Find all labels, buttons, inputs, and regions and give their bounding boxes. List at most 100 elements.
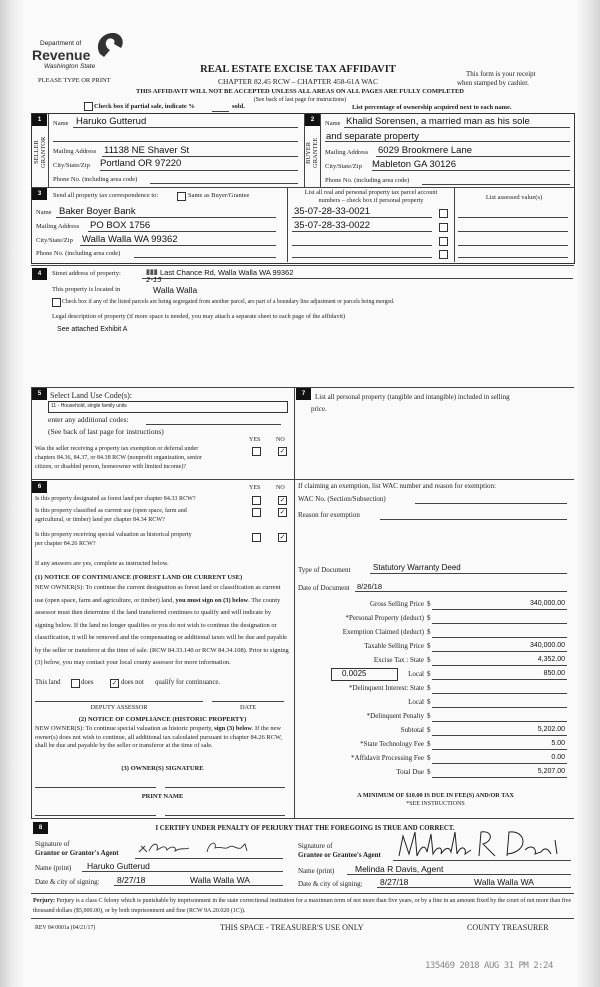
- amount-label-delinquent-interest-state-6: *Delinquent Interest: State: [348, 684, 424, 692]
- assessed-value-field[interactable]: [458, 257, 568, 258]
- grantor-city-field[interactable]: Walla Walla WA: [190, 875, 250, 885]
- grantee-signature-field[interactable]: [395, 826, 567, 862]
- amount-label-personal-property-deduct-1: *Personal Property (deduct): [345, 614, 424, 622]
- doc-type-label: Type of Document: [298, 566, 351, 574]
- amount-field-subtotal-9[interactable]: 5,202.00: [537, 726, 565, 733]
- grantor-signature-field[interactable]: [137, 838, 267, 858]
- exemption-no-checkbox[interactable]: [278, 447, 287, 456]
- exemption-question-l3: citizen, or disabled person, homeowner w…: [35, 464, 187, 470]
- forest-yes-checkbox[interactable]: [252, 496, 261, 505]
- grantee-city-field[interactable]: Walla Walla WA: [474, 877, 534, 887]
- street-field[interactable]: Last Chance Rd, Walla Walla WA 99362: [160, 268, 294, 277]
- amount-field-state-technology-fee-10[interactable]: 5.00: [551, 740, 565, 747]
- parcel-number[interactable]: 35-07-28-33-0022: [294, 220, 371, 231]
- partial-percent-field[interactable]: [212, 111, 229, 112]
- historic-yes-checkbox[interactable]: [252, 533, 261, 542]
- partial-sale-checkbox[interactable]: [84, 102, 93, 111]
- amount-field-local-5[interactable]: 850.00: [543, 670, 565, 677]
- buyer-phone-field[interactable]: [422, 184, 570, 185]
- current-use-no-checkbox[interactable]: [278, 508, 287, 517]
- located-annotation: 2-15: [146, 276, 162, 284]
- does-checkbox[interactable]: [71, 679, 80, 688]
- doc-date-label: Date of Document: [298, 584, 350, 592]
- buyer-name-field[interactable]: Khalid Sorensen, a married man as his so…: [346, 116, 530, 127]
- owner-signature-label: (3) OWNER(S) SIGNATURE: [121, 765, 204, 772]
- land-use-label: Select Land Use Code(s):: [50, 391, 132, 400]
- same-as-buyer-checkbox[interactable]: [177, 192, 186, 201]
- buyer-name-field-line2[interactable]: and separate property: [326, 131, 419, 142]
- assessor-date-field[interactable]: [212, 701, 284, 702]
- personal-property-checkbox[interactable]: [439, 237, 448, 246]
- land-use-select[interactable]: 11 - Household, single family units: [48, 401, 288, 413]
- section-5-badge: 5: [32, 388, 47, 400]
- owner-signature-field[interactable]: [35, 787, 156, 788]
- corr-name-field[interactable]: Baker Boyer Bank: [59, 206, 136, 217]
- personal-property-checkbox[interactable]: [439, 250, 448, 259]
- chapter: CHAPTER 82.45 RCW – CHAPTER 458-61A WAC: [218, 77, 378, 86]
- currency-sign: $: [427, 754, 431, 762]
- yes-header: YES: [249, 437, 261, 443]
- amount-field-taxable-selling-price-3[interactable]: 340,000.00: [529, 642, 565, 649]
- additional-codes-field[interactable]: [146, 424, 281, 425]
- amount-field-affidavit-processing-fee-11[interactable]: 0.00: [551, 754, 565, 761]
- historic-no-checkbox[interactable]: [278, 533, 287, 542]
- section-7-badge: 7: [296, 388, 311, 400]
- seller-city-field[interactable]: Portland OR 97220: [100, 158, 182, 169]
- deputy-assessor-signature[interactable]: [35, 701, 203, 702]
- personal-property-checkbox[interactable]: [439, 223, 448, 232]
- amount-field-total-due-12[interactable]: 5,207.00: [537, 768, 565, 775]
- forest-no-checkbox[interactable]: [278, 496, 287, 505]
- corr-city-field[interactable]: Walla Walla WA 99362: [82, 234, 178, 245]
- print-name-field[interactable]: [35, 815, 156, 816]
- corr-phone-field[interactable]: [134, 257, 276, 258]
- if-yes-note: If any answers are yes, complete as inst…: [35, 560, 169, 567]
- corr-mailing-field[interactable]: PO BOX 1756: [90, 220, 151, 231]
- notice2-title: (2) NOTICE OF COMPLIANCE (HISTORIC PROPE…: [78, 716, 247, 723]
- parcel-header-line2: numbers – check box if personal property: [318, 197, 424, 204]
- assessed-value-field[interactable]: [458, 245, 568, 246]
- assessed-value-field[interactable]: [458, 231, 568, 232]
- amount-field-excise-tax-state-4[interactable]: 4,352.00: [537, 656, 565, 663]
- current-use-yes-checkbox[interactable]: [252, 508, 261, 517]
- buyer-mailing-field[interactable]: 6029 Brookmere Lane: [378, 145, 473, 156]
- currency-sign: $: [427, 768, 431, 776]
- notice2-text-b: . If the new owner(s) does not wish to c…: [35, 725, 282, 750]
- date-label: DATE: [239, 704, 257, 711]
- land-use-instructions: (See back of last page for instructions): [48, 427, 164, 436]
- assessed-value-field[interactable]: [458, 217, 568, 218]
- local-rate-field[interactable]: 0.0025: [331, 668, 398, 681]
- segregated-checkbox[interactable]: [52, 298, 61, 307]
- perjury-notice: Perjury: Perjury is a class C felony whi…: [33, 896, 573, 916]
- buyer-city-field[interactable]: Mableton GA 30126: [372, 159, 456, 170]
- grantee-date-field[interactable]: 8/27/18: [380, 877, 409, 887]
- section-2-badge: 2: [305, 114, 320, 126]
- parcel-number[interactable]: 35-07-28-33-0021: [294, 206, 371, 217]
- doc-type-field[interactable]: Statutory Warranty Deed: [373, 563, 461, 572]
- legal-description-field[interactable]: See attached Exhibit A: [57, 326, 128, 333]
- amount-field-gross-selling-price-0[interactable]: 340,000.00: [529, 600, 565, 607]
- wac-field[interactable]: [415, 503, 567, 504]
- currency-sign: $: [427, 740, 431, 748]
- located-field[interactable]: Walla Walla: [153, 285, 198, 295]
- corr-city-label: City/State/Zip: [36, 237, 73, 244]
- wac-label: WAC No. (Section/Subsection): [298, 495, 386, 503]
- grantee-name-field[interactable]: Melinda R Davis, Agent: [355, 864, 444, 874]
- parcel-number[interactable]: [292, 245, 432, 246]
- seller-mailing-field[interactable]: 11138 NE Shaver St: [104, 145, 190, 156]
- seller-phone-field[interactable]: [150, 183, 298, 184]
- exemption-yes-checkbox[interactable]: [252, 447, 261, 456]
- grantor-name-field[interactable]: Haruko Gutterud: [87, 861, 150, 871]
- owner-signature-field-2[interactable]: [165, 787, 285, 788]
- personal-property-checkbox[interactable]: [439, 209, 448, 218]
- grantor-date-field[interactable]: 8/27/18: [117, 875, 146, 885]
- reason-field[interactable]: [380, 519, 567, 520]
- does-not-checkbox[interactable]: [110, 679, 119, 688]
- current-use-question-l2: agricultural, or timber) land per chapte…: [35, 517, 165, 523]
- partial-sale-label: Check box if partial sale, indicate %: [94, 103, 195, 110]
- current-use-question: Is this property classified as current u…: [35, 508, 187, 514]
- doc-date-field[interactable]: 8/26/18: [357, 582, 383, 591]
- notice1-title: (1) NOTICE OF CONTINUANCE (FOREST LAND O…: [35, 574, 243, 581]
- parcel-number[interactable]: [292, 257, 432, 258]
- seller-name-field[interactable]: Haruko Gutterud: [76, 116, 147, 127]
- print-name-field-2[interactable]: [165, 815, 285, 816]
